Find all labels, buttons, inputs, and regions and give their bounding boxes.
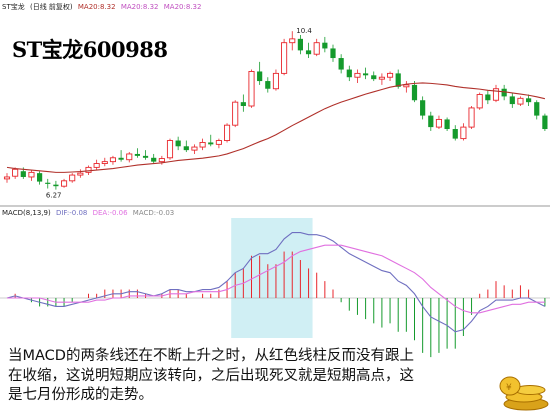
candle-body	[257, 71, 263, 82]
dea-line	[7, 244, 545, 314]
candle-body	[53, 184, 59, 187]
candle-body	[501, 88, 507, 97]
candle-body	[37, 173, 43, 182]
candle-body	[232, 101, 239, 126]
candle-body	[526, 98, 532, 103]
dif-label: DIF:-0.08	[55, 209, 88, 217]
candle-body	[492, 88, 500, 101]
caption-line-1: 当MACD的两条线还在不断上升之时，从红色线柱反而没有跟上	[8, 348, 414, 364]
candle-body	[435, 118, 443, 128]
candle-body	[126, 153, 133, 161]
candle-body	[12, 168, 19, 177]
candle-body	[28, 171, 35, 178]
candle-body	[109, 157, 116, 163]
dea-label: DEA:-0.06	[92, 209, 128, 217]
candle-body	[265, 81, 271, 89]
candle-body	[61, 180, 68, 187]
candle-body	[134, 153, 140, 156]
price-header: ST宝龙 (日线 前复权) MA20:8.32 MA20:8.32 MA20:8…	[2, 2, 204, 12]
candle-body	[485, 94, 491, 101]
caption-line-2: 在收缩，这说明短期应该转向，之后出现死叉就是短期高点，这	[8, 367, 414, 384]
candle-body	[476, 94, 483, 109]
stock-name: ST宝龙	[2, 3, 25, 11]
candle-body	[444, 119, 450, 130]
candle-body	[517, 97, 524, 105]
macd-header: MACD(8,13,9) DIF:-0.08 DEA:-0.06 MACD:-0…	[2, 209, 177, 217]
svg-text:¥: ¥	[506, 383, 512, 393]
candle-body	[452, 129, 458, 139]
candle-body	[297, 38, 303, 51]
candle-body	[166, 140, 174, 159]
candle-body	[363, 73, 369, 76]
candle-body	[45, 182, 51, 184]
candle-body	[248, 71, 255, 107]
candle-body	[395, 73, 401, 87]
candle-body	[3, 176, 11, 180]
coin-stack-icon: ¥	[499, 376, 549, 411]
macd-value-label: MACD:-0.03	[132, 209, 175, 217]
high-annotation: 10.4	[296, 27, 312, 35]
candle-body	[93, 163, 100, 168]
caption-line-3: 是七月份形成的走势。	[8, 387, 153, 403]
candle-body	[118, 157, 124, 160]
candle-body	[158, 158, 165, 163]
candle-body	[346, 69, 352, 78]
candle-body	[142, 155, 149, 158]
candlesticks	[3, 31, 548, 190]
highlight-region	[231, 218, 313, 338]
macd-histogram	[14, 251, 546, 358]
candle-body	[322, 42, 328, 49]
candle-body	[468, 107, 475, 128]
ma-label-3: MA20:8.32	[163, 3, 202, 11]
low-annotation: 6.27	[46, 192, 62, 200]
candle-body	[20, 171, 26, 177]
candle-body	[460, 126, 467, 140]
candle-body	[215, 140, 222, 145]
candle-body	[101, 161, 108, 165]
candle-body	[313, 42, 320, 55]
candle-body	[69, 174, 76, 182]
ma-label-2: MA20:8.32	[120, 3, 159, 11]
candle-body	[534, 102, 540, 116]
macd-name: MACD(8,13,9)	[2, 209, 51, 217]
candle-body	[281, 42, 288, 74]
candle-body	[338, 58, 344, 70]
chart-mode: (日线 前复权)	[29, 3, 73, 11]
candle-body	[378, 76, 385, 80]
candle-body	[354, 72, 361, 78]
ma20-line	[6, 82, 546, 173]
overlay-title: ST宝龙600988	[12, 37, 168, 62]
candle-body	[428, 115, 434, 128]
ma-label: MA20:8.32	[77, 3, 116, 11]
candle-body	[542, 115, 548, 130]
candle-body	[305, 50, 312, 55]
candle-body	[330, 48, 336, 59]
candle-body	[411, 84, 418, 101]
candle-body	[240, 102, 246, 106]
candle-body	[420, 100, 426, 116]
candle-body	[509, 96, 515, 105]
dif-line	[6, 232, 546, 333]
candle-body	[371, 75, 377, 80]
candle-body	[183, 146, 189, 151]
candle-body	[272, 72, 280, 90]
candle-body	[387, 72, 394, 78]
candle-body	[191, 146, 198, 151]
candle-body	[85, 166, 92, 173]
candle-body	[208, 142, 214, 145]
candle-body	[289, 38, 296, 44]
candle-body	[199, 141, 206, 148]
caption-text: 当MACD的两条线还在不断上升之时，从红色线柱反而没有跟上 在收缩，这说明短期应…	[8, 347, 478, 406]
candle-body	[77, 172, 84, 176]
candle-body	[151, 157, 157, 162]
candle-body	[403, 84, 410, 88]
candle-body	[223, 124, 231, 141]
candle-body	[175, 140, 181, 147]
